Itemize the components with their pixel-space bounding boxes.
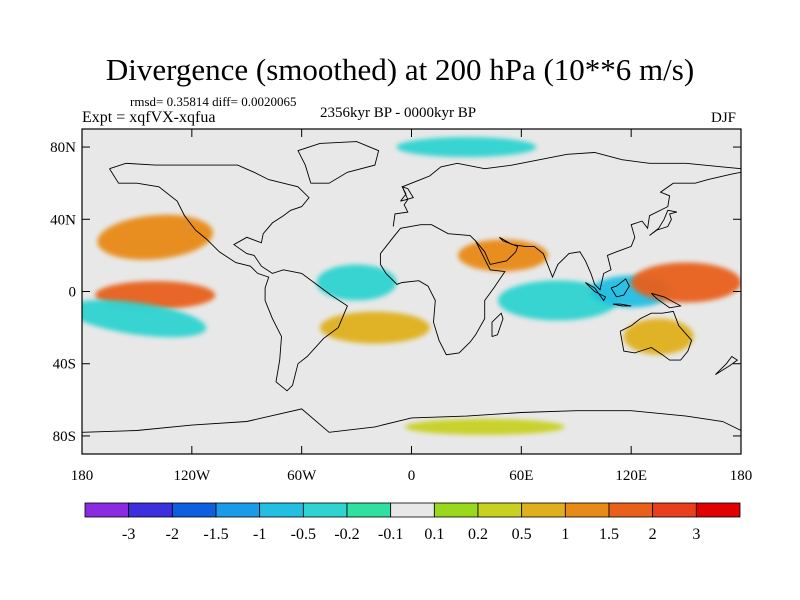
colorbar-label: -2 bbox=[166, 526, 179, 543]
divergence-region bbox=[82, 299, 207, 338]
divergence-region bbox=[396, 137, 537, 158]
colorbar-swatch bbox=[128, 502, 173, 518]
colorbar-label: 1 bbox=[561, 526, 569, 543]
colorbar-label: 0.2 bbox=[468, 526, 488, 543]
colorbar-swatch bbox=[521, 502, 566, 518]
colorbar-label: 0.1 bbox=[424, 526, 444, 543]
chart-title: Divergence (smoothed) at 200 hPa (10**6 … bbox=[105, 52, 695, 87]
experiment-label: Expt = xqfVX-xqfua bbox=[82, 109, 216, 126]
divergence-region bbox=[97, 214, 214, 260]
x-tick-label: 60E bbox=[509, 468, 533, 484]
x-tick-label: 0 bbox=[408, 468, 416, 484]
colorbar-swatch bbox=[259, 502, 304, 518]
colorbar-label: 3 bbox=[692, 526, 700, 543]
colorbar-swatch bbox=[608, 502, 654, 518]
divergence-region bbox=[316, 264, 397, 301]
x-tick-label: 180 bbox=[71, 468, 94, 484]
coastline bbox=[610, 278, 630, 298]
colorbar-swatch bbox=[695, 502, 741, 518]
colorbar-swatch bbox=[477, 502, 523, 518]
coastline bbox=[619, 310, 693, 361]
coastline bbox=[715, 355, 739, 375]
colorbar-swatch bbox=[564, 502, 610, 518]
divergence-region bbox=[404, 418, 565, 435]
y-tick-label: 40N bbox=[50, 212, 76, 228]
colorbar-swatch bbox=[171, 502, 217, 518]
x-tick-label: 120W bbox=[173, 468, 211, 484]
coastline bbox=[109, 162, 348, 392]
divergence-region bbox=[497, 280, 618, 321]
coastline bbox=[392, 152, 741, 227]
divergence-region bbox=[319, 311, 430, 344]
colorbar-swatch bbox=[652, 502, 697, 518]
coastline bbox=[650, 292, 682, 309]
colorbar-swatch bbox=[302, 502, 348, 518]
coastline bbox=[475, 171, 741, 291]
coastline bbox=[491, 312, 504, 338]
colorbar-swatch bbox=[215, 502, 261, 518]
colorbar-swatch bbox=[390, 502, 435, 518]
y-tick-label: 80N bbox=[50, 140, 76, 156]
coastline bbox=[297, 141, 380, 184]
coastline bbox=[379, 224, 506, 356]
season-label: DJF bbox=[711, 110, 737, 126]
colorbar-label: 0.5 bbox=[512, 526, 532, 543]
y-tick-label: 80S bbox=[53, 429, 76, 445]
divergence-region bbox=[623, 318, 694, 355]
colorbar-label: -0.2 bbox=[334, 526, 359, 543]
coastline bbox=[82, 408, 741, 433]
colorbar-label: 2 bbox=[649, 526, 657, 543]
colorbar-label: -3 bbox=[122, 526, 135, 543]
stats-line: rmsd= 0.35814 diff= 0.0020065 bbox=[130, 94, 297, 109]
y-tick-label: 0 bbox=[69, 285, 77, 301]
x-tick-label: 120E bbox=[615, 468, 647, 484]
colorbar-label: -1.5 bbox=[203, 526, 228, 543]
divergence-region bbox=[631, 262, 741, 303]
coastline bbox=[400, 186, 414, 202]
x-tick-label: 180 bbox=[730, 468, 753, 484]
colorbar-label: -0.1 bbox=[378, 526, 403, 543]
colorbar-swatch bbox=[346, 502, 392, 518]
colorbar-label: -0.5 bbox=[291, 526, 316, 543]
coastline bbox=[585, 282, 607, 302]
period-label: 2356kyr BP - 0000kyr BP bbox=[320, 105, 477, 121]
colorbar-swatch bbox=[433, 502, 479, 518]
y-tick-label: 40S bbox=[53, 357, 76, 373]
colorbar-label: 1.5 bbox=[599, 526, 619, 543]
x-tick-label: 60W bbox=[287, 468, 317, 484]
colorbar-swatch bbox=[84, 502, 130, 518]
coastline bbox=[612, 303, 632, 307]
coastline bbox=[649, 209, 678, 236]
colorbar-label: -1 bbox=[253, 526, 266, 543]
